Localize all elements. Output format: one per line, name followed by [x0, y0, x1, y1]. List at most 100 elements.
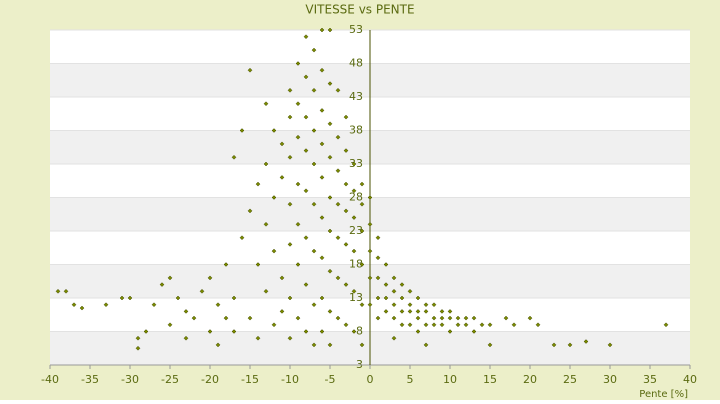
point — [463, 322, 469, 328]
y-tick-label: 8 — [356, 325, 363, 338]
point — [135, 335, 141, 341]
point — [303, 34, 309, 40]
point — [607, 342, 613, 348]
point — [327, 154, 333, 160]
point — [447, 309, 453, 314]
y-tick-label: 28 — [349, 191, 363, 204]
point — [367, 302, 373, 308]
x-tick-label: 0 — [367, 373, 374, 386]
point — [207, 329, 213, 334]
point — [223, 262, 229, 267]
point — [287, 335, 293, 341]
point — [343, 282, 349, 287]
point — [271, 248, 277, 254]
point — [527, 315, 533, 321]
point — [295, 134, 301, 140]
point — [239, 235, 245, 241]
point — [367, 195, 373, 200]
point — [471, 315, 477, 321]
point — [391, 335, 397, 341]
point — [295, 221, 301, 227]
point — [287, 201, 293, 207]
point — [327, 27, 333, 33]
point — [303, 188, 309, 194]
y-tick-label: 13 — [349, 291, 363, 304]
y-tick-label: 18 — [349, 258, 363, 271]
point — [407, 302, 413, 308]
point — [327, 268, 333, 274]
x-tick-label: -10 — [281, 373, 299, 386]
point — [279, 275, 285, 281]
point — [183, 335, 189, 341]
point — [487, 322, 493, 328]
point — [255, 181, 261, 187]
y-tick-label: 23 — [349, 224, 363, 237]
y-tick-label: 53 — [349, 23, 363, 36]
point — [279, 175, 285, 180]
point — [431, 315, 437, 321]
point — [463, 315, 469, 321]
point — [487, 342, 493, 348]
point — [207, 275, 213, 281]
point — [447, 315, 453, 321]
point — [447, 329, 453, 334]
point — [359, 181, 365, 187]
point — [319, 295, 325, 301]
point — [191, 315, 197, 321]
point — [103, 302, 109, 308]
point — [303, 235, 309, 241]
x-tick-label: 35 — [643, 373, 657, 386]
point — [279, 309, 285, 314]
point — [263, 161, 269, 167]
point — [247, 208, 253, 214]
x-tick-label: -30 — [121, 373, 139, 386]
point — [415, 309, 421, 314]
x-tick-label: -35 — [81, 373, 99, 386]
point — [231, 329, 237, 334]
x-tick-label: 5 — [407, 373, 414, 386]
point — [255, 262, 261, 267]
point — [503, 315, 509, 321]
point — [455, 322, 461, 328]
point — [167, 275, 173, 281]
point — [407, 309, 413, 314]
point — [303, 148, 309, 153]
point — [343, 208, 349, 214]
point — [351, 329, 357, 334]
point — [359, 228, 365, 234]
point — [359, 302, 365, 308]
point — [399, 282, 405, 287]
point — [119, 295, 125, 301]
point — [343, 322, 349, 328]
point — [343, 181, 349, 187]
point — [319, 215, 325, 220]
point — [239, 128, 245, 133]
point — [311, 248, 317, 254]
point — [319, 108, 325, 113]
point — [327, 309, 333, 314]
x-tick-label: -20 — [201, 373, 219, 386]
point — [263, 101, 269, 107]
point — [295, 181, 301, 187]
point — [223, 315, 229, 321]
point — [479, 322, 485, 328]
point — [359, 201, 365, 207]
point — [271, 195, 277, 200]
point — [295, 262, 301, 267]
y-tick-label: 43 — [349, 90, 363, 103]
point — [303, 282, 309, 287]
point — [439, 315, 445, 321]
point — [423, 302, 429, 308]
point — [335, 134, 341, 140]
point — [367, 221, 373, 227]
point — [231, 295, 237, 301]
point — [319, 141, 325, 147]
point — [287, 87, 293, 93]
point — [327, 228, 333, 234]
point — [423, 342, 429, 348]
point — [327, 342, 333, 348]
point — [295, 61, 301, 66]
x-tick-label: 40 — [683, 373, 697, 386]
point — [303, 74, 309, 80]
